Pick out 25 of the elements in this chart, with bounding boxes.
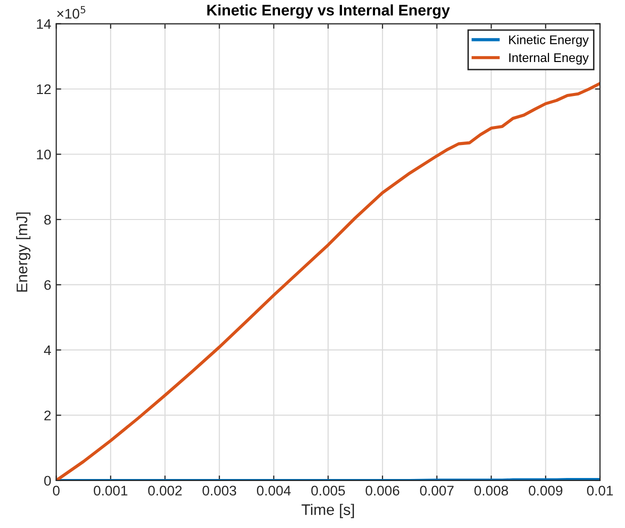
y-axis-title: Energy [mJ] — [16, 212, 30, 292]
x-tick-label: 0.001 — [94, 486, 128, 496]
x-tick-label: 0.01 — [587, 486, 613, 496]
x-tick-label: 0 — [52, 486, 60, 496]
legend-label: Kinetic Energy — [509, 35, 589, 47]
y-tick-label: 10 — [37, 150, 51, 160]
x-tick-label: 0.003 — [202, 486, 236, 496]
x-tick-label: 0.004 — [256, 486, 291, 496]
x-axis-title: Time [s] — [302, 504, 354, 518]
y-tick-label: 6 — [44, 280, 51, 290]
y-tick-label: 8 — [44, 214, 51, 225]
legend-label: Internal Enegy — [509, 52, 589, 65]
x-tick-label: 0.009 — [528, 486, 562, 496]
y-tick-label: 12 — [37, 84, 51, 94]
x-tick-label: 0.008 — [474, 486, 508, 496]
x-tick-label: 0.006 — [366, 486, 400, 496]
x-tick-label: 0.007 — [420, 486, 454, 496]
y-tick-label: 14 — [37, 19, 51, 29]
x-tick-label: 0.005 — [311, 486, 345, 496]
y-tick-label: 0 — [44, 476, 51, 486]
x-tick-label: 0.002 — [148, 486, 182, 496]
y-tick-label: 2 — [44, 410, 51, 420]
y-tick-label: 4 — [44, 345, 51, 356]
text: ×10$^{5}$ — [57, 6, 86, 19]
chart-title: Kinetic Energy vs Internal Energy — [207, 4, 450, 19]
